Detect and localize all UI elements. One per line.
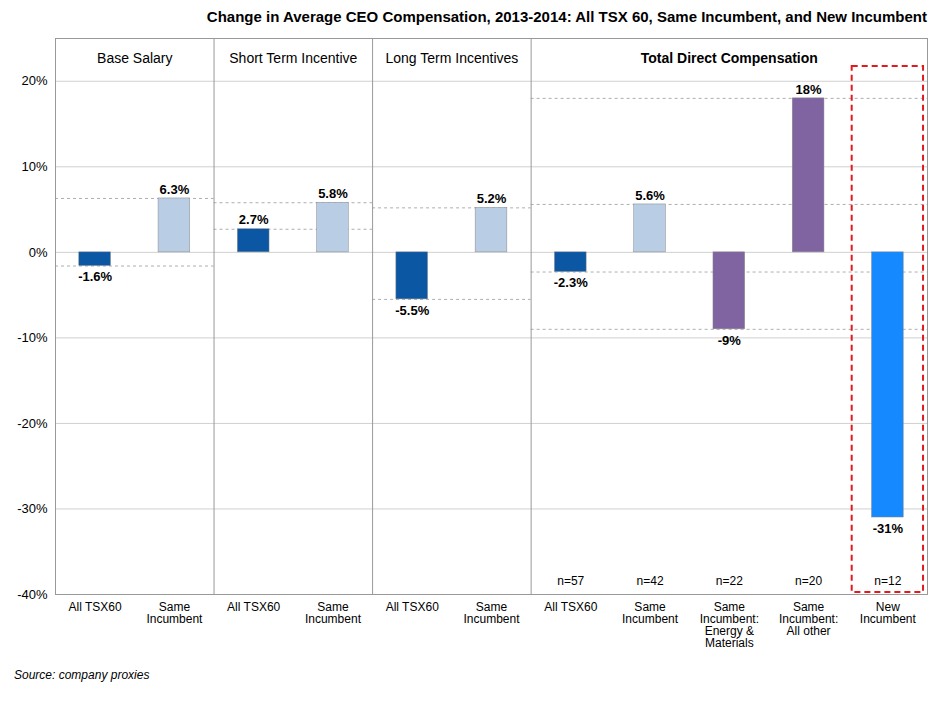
svg-text:20%: 20% — [21, 73, 47, 88]
svg-text:All TSX60: All TSX60 — [386, 600, 439, 614]
svg-text:-1.6%: -1.6% — [78, 269, 112, 284]
svg-text:SameIncumbent: SameIncumbent — [622, 600, 679, 626]
svg-text:-31%: -31% — [873, 521, 904, 536]
svg-text:Long Term Incentives: Long Term Incentives — [385, 50, 518, 66]
svg-text:All TSX60: All TSX60 — [227, 600, 280, 614]
svg-text:-30%: -30% — [17, 501, 48, 516]
svg-text:5.8%: 5.8% — [318, 186, 348, 201]
svg-text:Total Direct Compensation: Total Direct Compensation — [641, 50, 818, 66]
svg-text:-9%: -9% — [718, 332, 742, 347]
svg-text:2.7%: 2.7% — [239, 212, 269, 227]
svg-text:-40%: -40% — [17, 587, 48, 602]
svg-text:SameIncumbent: SameIncumbent — [305, 600, 362, 626]
svg-text:6.3%: 6.3% — [160, 182, 190, 197]
svg-text:n=20: n=20 — [795, 574, 822, 588]
svg-text:5.2%: 5.2% — [477, 191, 507, 206]
svg-text:SameIncumbent: SameIncumbent — [463, 600, 520, 626]
svg-text:n=57: n=57 — [557, 574, 584, 588]
svg-text:0%: 0% — [29, 245, 48, 260]
svg-text:-10%: -10% — [17, 330, 48, 345]
html-text:Source: company proxies: Source: company proxies — [14, 668, 150, 682]
svg-text:All TSX60: All TSX60 — [69, 600, 122, 614]
html-text:Change in Average CEO Compensa: Change in Average CEO Compensation, 2013… — [206, 8, 927, 25]
svg-text:n=22: n=22 — [716, 574, 743, 588]
svg-text:NewIncumbent: NewIncumbent — [860, 600, 917, 626]
svg-text:SameIncumbent:All other: SameIncumbent:All other — [779, 600, 838, 638]
svg-text:-20%: -20% — [17, 416, 48, 431]
svg-text:-5.5%: -5.5% — [395, 303, 429, 318]
svg-text:10%: 10% — [21, 159, 47, 174]
svg-text:SameIncumbent:Energy &Material: SameIncumbent:Energy &Materials — [700, 600, 759, 650]
svg-text:18%: 18% — [796, 82, 822, 97]
svg-text:5.6%: 5.6% — [635, 188, 665, 203]
svg-text:All TSX60: All TSX60 — [544, 600, 597, 614]
svg-text:Short Term Incentive: Short Term Incentive — [229, 50, 357, 66]
svg-text:Base Salary: Base Salary — [97, 50, 172, 66]
svg-text:SameIncumbent: SameIncumbent — [146, 600, 203, 626]
svg-text:-2.3%: -2.3% — [554, 275, 588, 290]
svg-text:n=42: n=42 — [637, 574, 664, 588]
svg-text:n=12: n=12 — [874, 574, 901, 588]
